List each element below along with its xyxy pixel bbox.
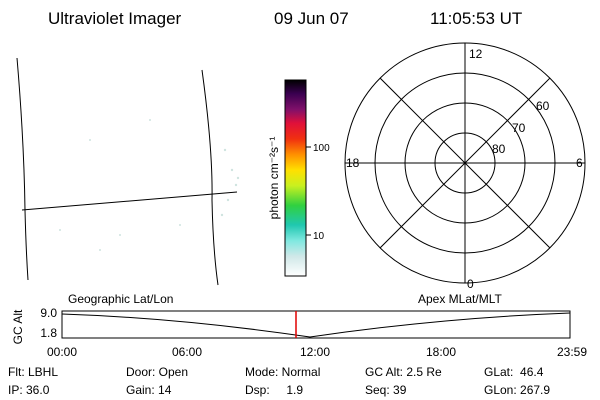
orbit-x-tick-label: 18:00 [426, 345, 456, 359]
orbit-x-tick-label: 00:00 [47, 345, 77, 359]
colorbar-label: photon cm⁻²s⁻¹ [267, 137, 281, 220]
orbit-y-label: GC Alt [11, 309, 25, 344]
orbit-curve [61, 312, 571, 338]
orbit-right-label: Apex MLat/MLT [418, 292, 502, 306]
status-field: GC Alt: 2.5 Re [365, 365, 442, 379]
status-field: Door: Open [126, 365, 188, 379]
lat-label: 60 [536, 99, 550, 113]
title: Ultraviolet Imager [48, 9, 182, 28]
status-field: GLat: 46.4 [484, 365, 544, 379]
orbit-y-tick-label: 1.8 [40, 326, 57, 340]
mlt-label: 6 [576, 156, 583, 170]
status-field: Flt: LBHL [8, 365, 58, 379]
orbit-x-tick-label: 12:00 [300, 345, 330, 359]
status-field: Mode: Normal [245, 365, 320, 379]
status-panel: Flt: LBHL Door: Open Mode: Normal GC Alt: 2… [8, 365, 550, 397]
orbit-frame [61, 310, 571, 339]
status-field: Gain: 14 [126, 383, 172, 397]
lat-label: 70 [512, 121, 526, 135]
map-panel [16, 57, 240, 286]
orbit-x-tick-label: 23:59 [557, 345, 587, 359]
lat-label: 80 [492, 142, 506, 156]
orbit-left-label: Geographic Lat/Lon [68, 292, 173, 306]
mlt-label: 0 [467, 277, 474, 291]
orbit-y-tick-label: 9.0 [40, 306, 57, 320]
polar-grid [344, 42, 586, 284]
status-field: Dsp: 1.9 [245, 383, 303, 397]
status-field: Seq: 39 [365, 383, 407, 397]
mlt-label: 18 [346, 156, 360, 170]
colorbar-tick-label: 100 [313, 143, 330, 154]
colorbar [284, 79, 307, 277]
status-field: GLon: 267.9 [484, 383, 550, 397]
orbit-x-tick-label: 06:00 [172, 345, 202, 359]
colorbar-tick-label: 10 [313, 231, 325, 242]
time: 11:05:53 UT [430, 9, 522, 28]
status-field: IP: 36.0 [8, 383, 50, 397]
date: 09 Jun 07 [274, 9, 349, 28]
mlt-label: 12 [469, 47, 483, 61]
